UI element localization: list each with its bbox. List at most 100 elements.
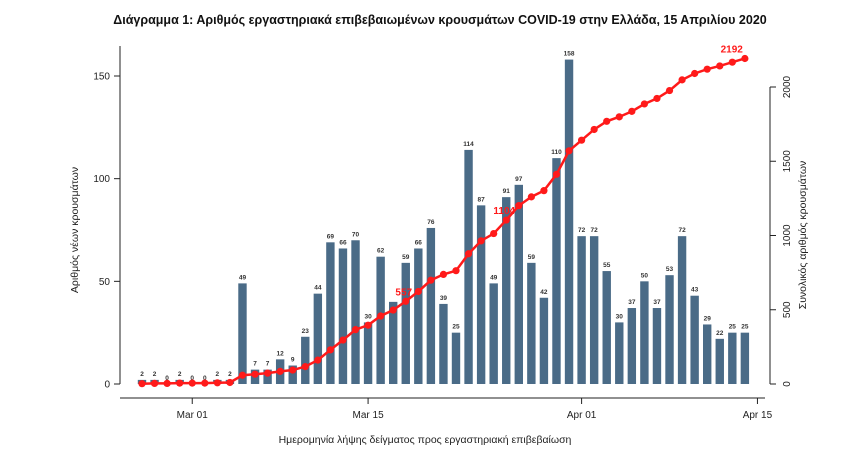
bar-label: 44 [314, 285, 322, 292]
cumulative-point [414, 287, 422, 296]
cumulative-label: 2192 [721, 44, 744, 55]
bar-label: 2 [140, 371, 144, 378]
bar-label: 25 [452, 324, 460, 331]
bar [577, 236, 586, 384]
cumulative-label: 1104 [493, 206, 515, 217]
bar [615, 322, 624, 384]
y-tick-label: 0 [104, 380, 110, 391]
y2-tick-label: 1000 [782, 224, 793, 247]
cumulative-point [728, 58, 736, 66]
x-tick-label: Apr 15 [743, 410, 773, 421]
bar [363, 322, 373, 384]
cumulative-point [176, 379, 184, 387]
bar-label: 53 [666, 266, 674, 273]
bar-label: 59 [402, 254, 410, 261]
bar-label: 97 [515, 176, 523, 183]
bar-label: 23 [302, 328, 310, 335]
bar-label: 72 [578, 227, 586, 234]
bar-label: 110 [551, 149, 562, 156]
cumulative-point [439, 270, 448, 279]
bar [640, 281, 649, 384]
bar-label: 2 [228, 371, 232, 378]
x-axis-label: Ημερομηνία λήψης δείγματος προς εργαστηρ… [279, 434, 572, 446]
bar-label: 42 [540, 289, 548, 296]
chart-title: Διάγραμμα 1: Αριθμός εργαστηριακά επιβεβ… [113, 13, 767, 27]
y-axis-label: Αριθμός νέων κρουσμάτων [69, 167, 81, 293]
cumulative-point [364, 321, 372, 329]
bar [539, 297, 549, 384]
y-tick-label: 50 [99, 277, 111, 288]
cumulative-point [188, 379, 196, 387]
bar-label: 22 [716, 330, 724, 337]
cumulative-point [540, 187, 548, 195]
bar-label: 76 [427, 219, 435, 226]
bar [439, 303, 448, 384]
bar [238, 283, 247, 384]
bar [677, 236, 687, 384]
bar-label: 59 [528, 254, 536, 261]
bar-label: 66 [415, 239, 423, 246]
cumulative-point [703, 65, 711, 73]
y-tick-label: 100 [93, 174, 110, 185]
cumulative-point [615, 113, 623, 121]
y2-tick-label: 0 [782, 381, 793, 387]
bar [527, 262, 536, 384]
bar [376, 256, 385, 384]
bar-label: 0 [203, 375, 207, 382]
y-tick-label: 150 [93, 72, 110, 83]
bar [514, 184, 523, 384]
cumulative-point [653, 94, 661, 103]
cumulative-point [427, 276, 435, 284]
bar [451, 332, 461, 384]
cumulative-point [213, 379, 221, 387]
bar [489, 283, 498, 384]
x-tick-label: Apr 01 [567, 410, 597, 421]
bar-label: 39 [440, 295, 448, 302]
bar-label: 0 [165, 375, 169, 382]
cumulative-point [515, 202, 523, 210]
x-tick-label: Mar 15 [353, 410, 385, 421]
cumulative-point [716, 62, 724, 70]
bar-label: 69 [327, 233, 335, 240]
bar [690, 295, 699, 384]
bar-label: 50 [641, 272, 649, 279]
bar [665, 275, 674, 384]
cumulative-point [301, 363, 309, 371]
y2-tick-label: 2000 [782, 75, 793, 98]
bar-label: 72 [678, 227, 686, 234]
bar [564, 59, 574, 384]
cumulative-point [477, 237, 485, 245]
bar [464, 149, 473, 384]
bar [502, 197, 511, 384]
bar-label: 158 [564, 51, 575, 58]
bar [401, 262, 410, 384]
bar [389, 301, 398, 384]
cumulative-point [201, 379, 209, 387]
bar-label: 30 [364, 313, 372, 320]
cumulative-point [289, 366, 297, 374]
cumulative-point [276, 367, 284, 375]
cumulative-point [163, 379, 171, 388]
bar-label: 0 [190, 375, 194, 382]
cumulative-point [628, 107, 636, 115]
bar [652, 308, 662, 384]
bar [313, 293, 323, 384]
y2-tick-label: 1500 [782, 150, 793, 173]
cumulative-point [603, 117, 611, 125]
cumulative-point [552, 170, 561, 178]
bar-label: 66 [339, 239, 347, 246]
bar-label: 37 [653, 299, 661, 306]
bar [552, 158, 561, 384]
bar [602, 271, 611, 384]
cumulative-point [678, 76, 686, 84]
bar-label: 2 [178, 371, 182, 378]
cumulative-point [640, 100, 649, 108]
bar-label: 37 [628, 299, 636, 306]
cumulative-point [389, 306, 397, 314]
bar-label: 2 [153, 371, 157, 378]
cumulative-point [326, 346, 334, 354]
cumulative-point [351, 326, 360, 334]
bar-label: 25 [741, 324, 749, 331]
bar-label: 49 [239, 274, 247, 281]
bar-label: 72 [591, 227, 599, 234]
